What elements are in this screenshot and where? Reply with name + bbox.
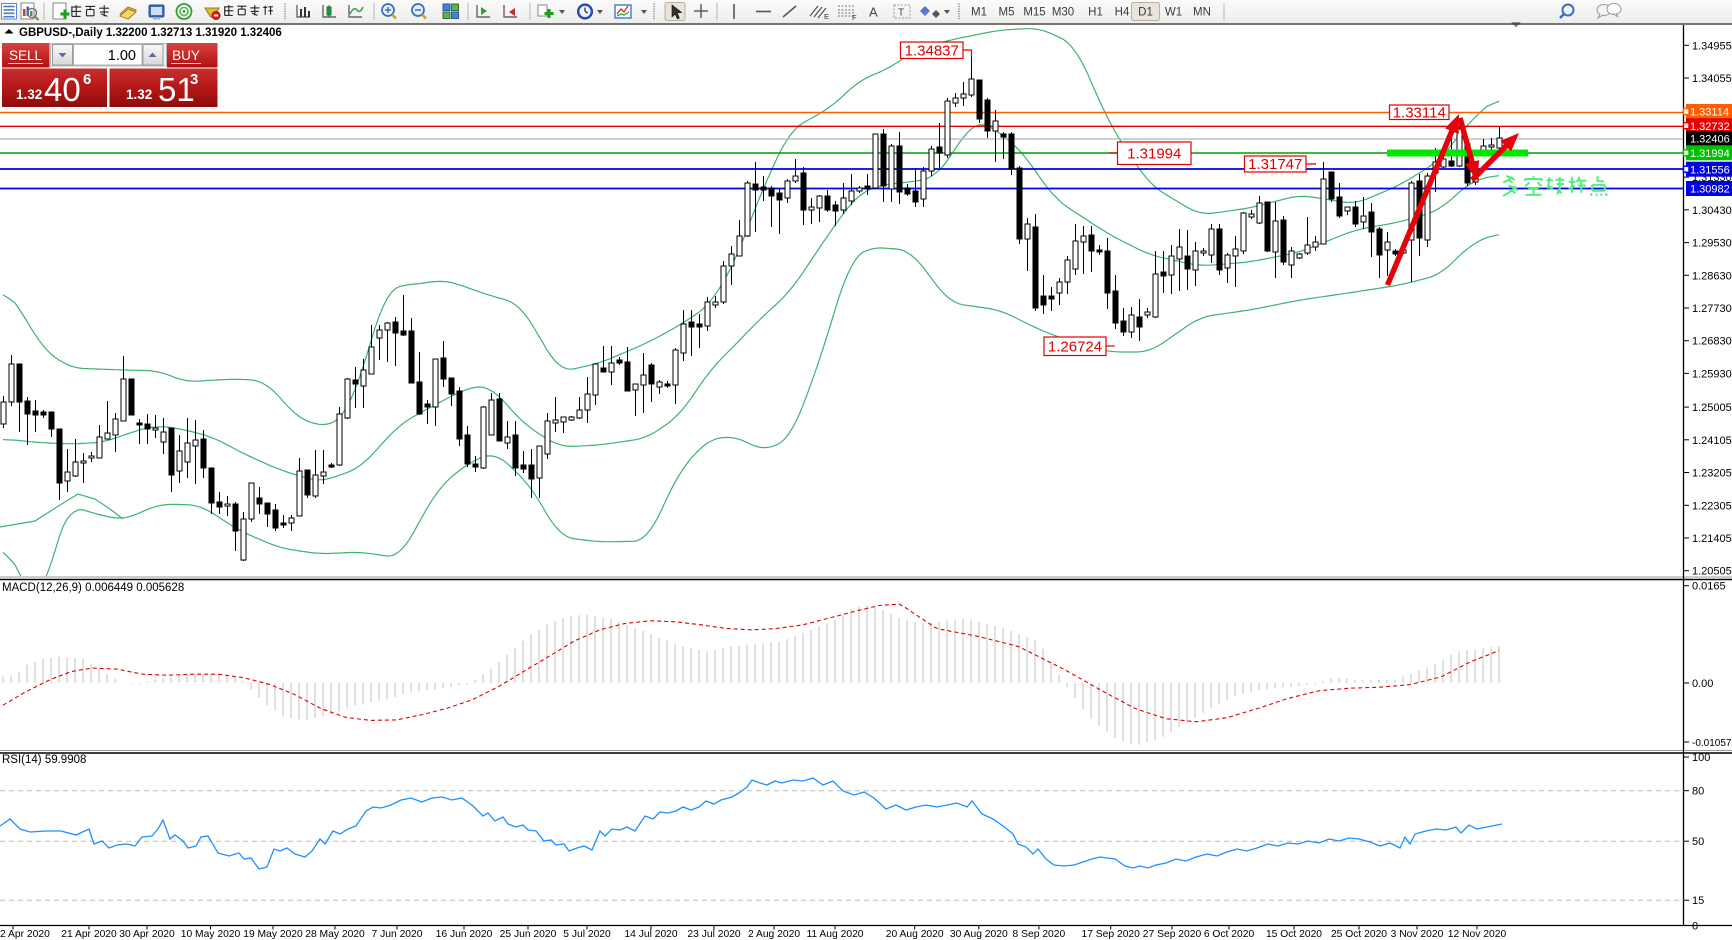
svg-text:15 Oct 2020: 15 Oct 2020 [1266,929,1322,940]
svg-text:21 Apr 2020: 21 Apr 2020 [61,929,117,940]
svg-text:M30: M30 [1052,7,1074,19]
svg-text:6: 6 [83,71,91,88]
svg-text:25 Oct 2020: 25 Oct 2020 [1331,929,1387,940]
svg-text:1.31994: 1.31994 [1127,145,1181,162]
svg-text:1.21405: 1.21405 [1692,533,1732,545]
svg-text:GBPUSD-,Daily 1.32200 1.32713: GBPUSD-,Daily 1.32200 1.32713 1.31920 1.… [19,27,282,39]
svg-text:80: 80 [1692,786,1704,798]
svg-text:0.00: 0.00 [1692,678,1713,690]
svg-text:M5: M5 [999,7,1015,19]
svg-text:3: 3 [190,71,198,88]
svg-text:19 May 2020: 19 May 2020 [243,929,303,940]
svg-text:1.34955: 1.34955 [1692,40,1732,52]
svg-text:8 Sep 2020: 8 Sep 2020 [1013,929,1066,940]
svg-text:11 Aug 2020: 11 Aug 2020 [806,929,863,940]
svg-text:1.30430: 1.30430 [1692,205,1732,217]
svg-text:1.33114: 1.33114 [1393,104,1446,121]
svg-text:1.34055: 1.34055 [1692,73,1732,85]
svg-text:5 Jul 2020: 5 Jul 2020 [563,929,611,940]
svg-text:1.26830: 1.26830 [1692,336,1732,348]
svg-text:0.0165: 0.0165 [1692,581,1726,593]
svg-text:A: A [869,5,878,20]
svg-text:1.31556: 1.31556 [1690,164,1730,176]
svg-text:W1: W1 [1165,7,1182,19]
svg-text:28 May 2020: 28 May 2020 [305,929,365,940]
svg-text:1.22305: 1.22305 [1692,500,1732,512]
svg-text:16 Jun 2020: 16 Jun 2020 [436,929,493,940]
svg-text:F: F [852,13,857,22]
svg-text:23 Jul 2020: 23 Jul 2020 [687,929,741,940]
svg-text:0: 0 [1692,921,1698,933]
svg-text:15: 15 [1692,895,1704,907]
svg-text:MN: MN [1193,7,1211,19]
svg-text:SELL: SELL [9,48,43,63]
svg-text:20 Aug 2020: 20 Aug 2020 [886,929,944,940]
svg-text:51: 51 [158,71,195,108]
svg-text:D1: D1 [1138,7,1153,19]
svg-text:1.34837: 1.34837 [905,42,959,59]
svg-text:1.32732: 1.32732 [1690,121,1730,133]
svg-text:T: T [898,8,904,19]
svg-text:1.26724: 1.26724 [1048,338,1102,355]
svg-text:17 Sep 2020: 17 Sep 2020 [1081,929,1140,940]
svg-text:RSI(14) 59.9908: RSI(14) 59.9908 [2,754,86,766]
svg-text:1.24105: 1.24105 [1692,435,1732,447]
svg-text:E: E [824,12,829,21]
svg-text:27 Sep 2020: 27 Sep 2020 [1143,929,1202,940]
svg-text:1.25005: 1.25005 [1692,402,1732,414]
svg-text:12 Nov 2020: 12 Nov 2020 [1448,929,1507,940]
svg-text:1.28630: 1.28630 [1692,270,1732,282]
svg-text:H4: H4 [1115,7,1130,19]
svg-text:40: 40 [44,71,81,108]
svg-text:2 Apr 2020: 2 Apr 2020 [0,929,50,940]
svg-text:30 Aug 2020: 30 Aug 2020 [950,929,1008,940]
svg-text:1.27730: 1.27730 [1692,303,1732,315]
svg-text:1.20505: 1.20505 [1692,566,1732,578]
svg-text:6 Oct 2020: 6 Oct 2020 [1204,929,1255,940]
svg-text:2 Aug 2020: 2 Aug 2020 [748,929,800,940]
svg-text:100: 100 [1692,752,1710,764]
svg-text:1.32: 1.32 [16,87,42,102]
svg-text:1.29530: 1.29530 [1692,238,1732,250]
svg-text:M1: M1 [971,7,987,19]
svg-text:10 May 2020: 10 May 2020 [181,929,241,940]
svg-text:1.32406: 1.32406 [1690,134,1730,146]
svg-text:1.23205: 1.23205 [1692,468,1732,480]
svg-text:1.31747: 1.31747 [1248,156,1302,173]
svg-text:30 Apr 2020: 30 Apr 2020 [119,929,175,940]
svg-text:M15: M15 [1023,7,1045,19]
svg-text:14 Jul 2020: 14 Jul 2020 [624,929,678,940]
svg-text:BUY: BUY [172,48,200,63]
svg-text:1.00: 1.00 [108,48,136,64]
svg-text:1.25930: 1.25930 [1692,368,1732,380]
svg-text:7 Jun 2020: 7 Jun 2020 [372,929,423,940]
svg-text:H1: H1 [1088,7,1103,19]
svg-text:1.30982: 1.30982 [1690,184,1730,196]
svg-text:MACD(12,26,9) 0.006449 0.00562: MACD(12,26,9) 0.006449 0.005628 [2,582,184,594]
svg-text:50: 50 [1692,836,1704,848]
svg-text:3 Nov 2020: 3 Nov 2020 [1391,929,1444,940]
svg-text:1.33114: 1.33114 [1690,107,1729,119]
svg-text:25 Jun 2020: 25 Jun 2020 [500,929,557,940]
svg-text:1.32: 1.32 [126,87,152,102]
svg-text:1.31994: 1.31994 [1690,148,1730,160]
